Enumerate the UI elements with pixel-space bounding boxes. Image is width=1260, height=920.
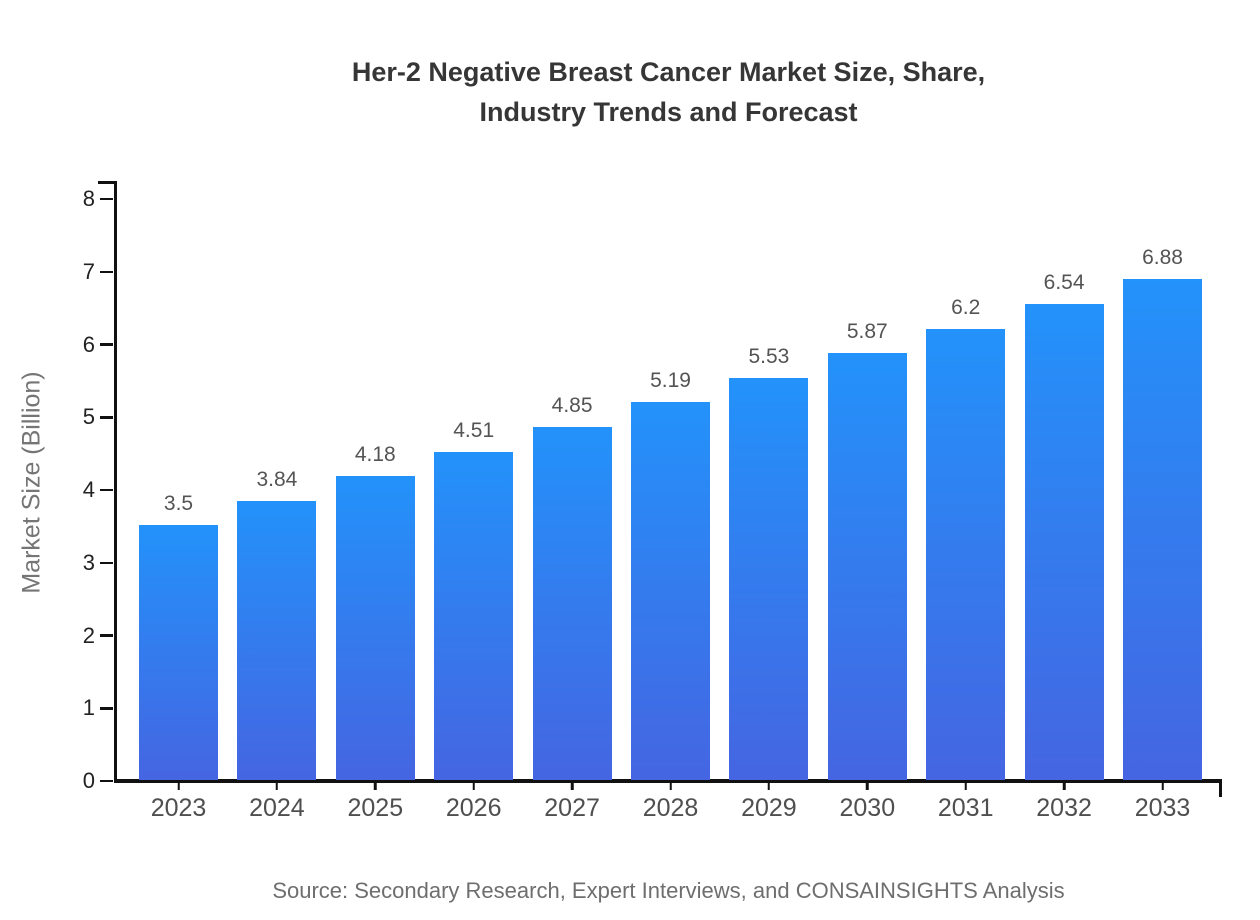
y-tick <box>100 561 113 564</box>
x-tick-label-2028: 2028 <box>642 794 699 822</box>
y-tick-label: 5 <box>82 404 95 430</box>
x-tick-label-2026: 2026 <box>445 794 502 822</box>
y-tick <box>100 197 113 201</box>
x-tick-label-2023: 2023 <box>150 794 207 822</box>
bar-2024 <box>237 500 317 780</box>
y-tick-label: 4 <box>82 477 95 502</box>
bar-value-label-2025: 4.18 <box>354 442 396 466</box>
y-tick <box>100 779 113 783</box>
chart-title-line-2: Industry Trends and Forecast <box>479 97 858 127</box>
x-tick-label-2031: 2031 <box>937 794 994 822</box>
y-axis-line <box>113 181 117 781</box>
source-note: Source: Secondary Research, Expert Inter… <box>272 878 1065 903</box>
bar-2027 <box>532 427 612 780</box>
bar-value-label-2032: 6.54 <box>1043 271 1085 295</box>
x-tick-label-2032: 2032 <box>1036 794 1092 822</box>
x-tick <box>767 781 771 790</box>
bar-value-label-2033: 6.88 <box>1142 246 1183 270</box>
bar-2030 <box>827 352 907 780</box>
x-tick-label-2027: 2027 <box>544 794 600 822</box>
y-tick <box>100 707 113 710</box>
x-tick <box>177 781 180 790</box>
bar-value-label-2027: 4.85 <box>551 394 593 418</box>
bar-value-label-2023: 3.5 <box>163 492 194 516</box>
y-tick <box>100 416 113 419</box>
bar-2028 <box>631 402 710 780</box>
x-tick-label-2029: 2029 <box>741 794 797 822</box>
y-tick-label: 7 <box>82 258 95 284</box>
y-tick-label: 3 <box>82 549 95 575</box>
chart-title-line-1: Her-2 Negative Breast Cancer Market Size… <box>351 57 986 87</box>
bar-2025 <box>335 475 415 780</box>
x-tick-label-2033: 2033 <box>1134 794 1191 822</box>
y-tick <box>100 634 113 637</box>
x-tick <box>275 781 279 790</box>
bar-value-label-2030: 5.87 <box>846 319 888 343</box>
y-axis-end-cap <box>98 181 115 184</box>
y-tick-label: 8 <box>82 186 95 211</box>
y-tick-label: 6 <box>82 331 95 357</box>
plot-area: 0 1 2 3 4 5 6 7 8 3.5 2023 3.84 2024 4.18 2025 4.51 2026… <box>83 181 1222 822</box>
bar-value-label-2024: 3.84 <box>256 467 298 491</box>
y-tick-label: 0 <box>82 768 95 793</box>
bar-2023 <box>139 525 218 780</box>
y-axis-title: Market Size (Billion) <box>17 371 46 594</box>
bar-2026 <box>434 451 514 780</box>
x-tick-label-2030: 2030 <box>839 794 896 822</box>
bar-2031 <box>926 328 1006 780</box>
x-tick-label-2025: 2025 <box>347 794 404 822</box>
x-tick <box>472 781 475 790</box>
y-tick <box>100 343 113 346</box>
x-axis-line <box>113 779 1222 783</box>
x-tick <box>964 781 967 790</box>
x-tick <box>1161 781 1164 790</box>
x-axis-end-cap <box>1218 781 1222 797</box>
x-tick <box>570 781 574 790</box>
x-tick <box>374 781 377 790</box>
y-tick-label: 2 <box>82 622 95 648</box>
bar-value-label-2031: 6.2 <box>951 295 981 319</box>
bar-value-label-2029: 5.53 <box>748 344 790 368</box>
y-tick-label: 1 <box>82 695 95 721</box>
x-tick <box>1062 781 1066 790</box>
y-tick <box>100 270 113 273</box>
chart-title: Her-2 Negative Breast Cancer Market Size… <box>77 52 1260 132</box>
bar-value-label-2026: 4.51 <box>453 418 495 442</box>
x-tick <box>669 781 672 790</box>
bar-2029 <box>729 377 809 780</box>
bar-2032 <box>1024 304 1104 780</box>
x-tick <box>866 781 869 790</box>
bar-2033 <box>1123 279 1202 780</box>
bar-value-label-2028: 5.19 <box>650 369 691 393</box>
y-tick <box>100 488 113 492</box>
x-tick-label-2024: 2024 <box>249 794 305 822</box>
